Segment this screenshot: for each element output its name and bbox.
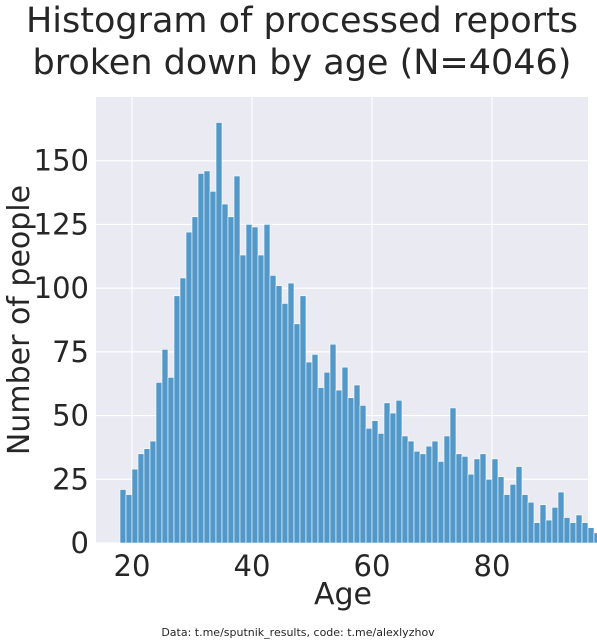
histogram-bar	[528, 502, 534, 543]
histogram-bar	[174, 296, 180, 543]
histogram-bar	[354, 385, 360, 543]
histogram-bar	[564, 518, 570, 543]
histogram-bar	[270, 275, 276, 543]
histogram-bar	[438, 461, 444, 543]
histogram-bar	[426, 446, 432, 543]
histogram-bar	[378, 433, 384, 543]
histogram-bar	[360, 405, 366, 543]
histogram-bar	[348, 398, 354, 543]
histogram-bar	[132, 469, 138, 543]
histogram-bar	[276, 286, 282, 543]
histogram-bar	[204, 171, 210, 543]
histogram-bar	[504, 495, 510, 543]
histogram-bar	[522, 495, 528, 543]
histogram-bar	[330, 344, 336, 543]
histogram-bar	[576, 515, 582, 543]
histogram-bar	[396, 400, 402, 543]
histogram-bar	[420, 454, 426, 543]
x-axis-label: Age	[314, 577, 372, 612]
histogram-bar	[516, 467, 522, 543]
y-tick-label: 100	[34, 271, 89, 305]
histogram-bar	[258, 255, 264, 543]
histogram-bar	[234, 176, 240, 543]
histogram-bar	[126, 495, 132, 543]
histogram-bar	[252, 227, 258, 543]
histogram-bar	[144, 449, 150, 543]
histogram-bar	[414, 451, 420, 543]
histogram-bar	[552, 507, 558, 543]
histogram-bar	[480, 454, 486, 543]
histogram-bar	[558, 492, 564, 543]
y-tick-label: 0	[71, 526, 89, 560]
histogram-bar	[570, 523, 576, 543]
histogram-bar	[216, 122, 222, 543]
histogram-bar	[432, 441, 438, 543]
histogram-bar	[120, 489, 126, 543]
histogram-bar	[222, 204, 228, 543]
y-tick-label: 50	[52, 399, 89, 433]
histogram-bar	[402, 436, 408, 543]
histogram-bar	[474, 459, 480, 543]
histogram-bar	[408, 441, 414, 543]
histogram-bar	[492, 459, 498, 543]
histogram-bar	[318, 388, 324, 543]
histogram-bar	[540, 505, 546, 543]
histogram-bar	[456, 454, 462, 543]
histogram-bar	[486, 479, 492, 543]
y-axis-label: Number of people	[2, 185, 37, 455]
histogram-bar	[372, 421, 378, 543]
histogram-bar	[198, 173, 204, 543]
histogram-bar	[498, 477, 504, 543]
histogram-bar	[510, 484, 516, 543]
data-source-footnote: Data: t.me/sputnik_results, code: t.me/a…	[161, 626, 435, 639]
histogram-bar	[246, 224, 252, 543]
histogram-bar	[324, 372, 330, 543]
histogram-bar	[162, 349, 168, 543]
histogram-bar	[534, 523, 540, 543]
histogram-bar	[312, 354, 318, 543]
histogram-bar	[288, 283, 294, 543]
histogram-bar	[294, 324, 300, 543]
histogram-bar	[390, 413, 396, 543]
histogram-bar	[138, 454, 144, 543]
histogram-bar	[306, 362, 312, 543]
histogram-bar	[300, 296, 306, 543]
histogram-bar	[462, 456, 468, 543]
histogram-bar	[468, 474, 474, 543]
x-tick-label: 20	[114, 549, 151, 583]
x-tick-label: 40	[234, 549, 271, 583]
histogram-bar	[228, 217, 234, 543]
histogram-bar	[180, 278, 186, 543]
histogram-bar	[384, 403, 390, 543]
histogram-bar	[450, 408, 456, 543]
histogram-bar	[168, 377, 174, 543]
histogram-bar	[336, 390, 342, 543]
histogram-bar	[444, 436, 450, 543]
y-tick-label: 150	[34, 144, 89, 178]
histogram-bar	[282, 303, 288, 543]
histogram-bar	[156, 382, 162, 543]
y-tick-label: 25	[52, 462, 89, 496]
chart-title-line-1: Histogram of processed reports	[26, 1, 578, 41]
histogram-bar	[582, 523, 588, 543]
chart-title-line-2: broken down by age (N=4046)	[33, 43, 572, 83]
x-tick-label: 80	[474, 549, 511, 583]
histogram-bar	[366, 428, 372, 543]
histogram-bar	[186, 232, 192, 543]
y-tick-label: 125	[34, 207, 89, 241]
histogram-bar	[210, 191, 216, 543]
histogram-bar	[192, 217, 198, 543]
y-tick-label: 75	[52, 335, 89, 369]
histogram-bar	[264, 224, 270, 543]
x-tick-labels: 20 40 60 80	[114, 549, 511, 583]
histogram-bar	[240, 255, 246, 543]
histogram-bar	[342, 367, 348, 543]
histogram-bar	[546, 520, 552, 543]
histogram-bar	[588, 528, 594, 543]
y-tick-labels: 0 25 50 75 100 125 150	[34, 144, 89, 560]
histogram-bar	[150, 441, 156, 543]
